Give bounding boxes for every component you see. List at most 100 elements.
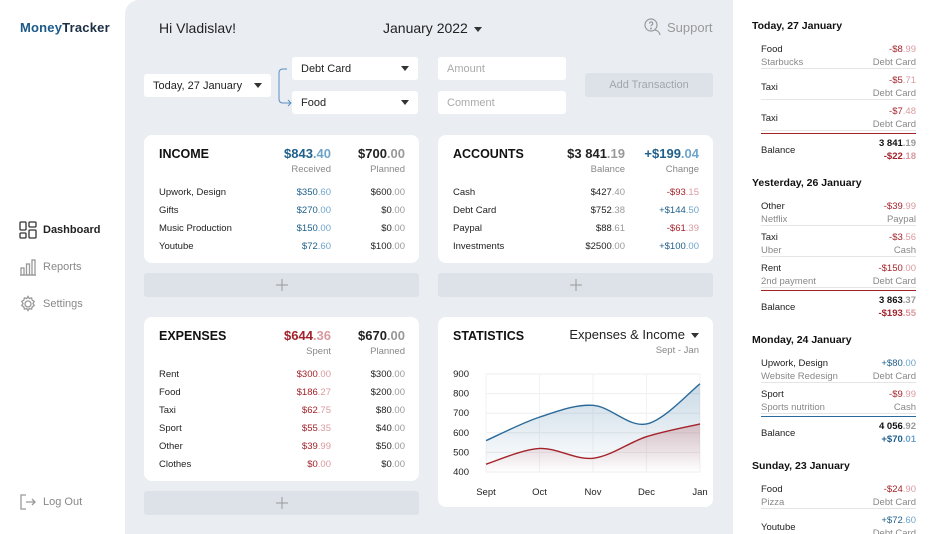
date-select[interactable]: Today, 27 January (144, 74, 271, 97)
accounts-change: +$199.04 Change (644, 146, 699, 175)
statistics-chart: 900 800 700 600 500 400 Sept Oct Nov Dec Jan (453, 369, 708, 498)
transaction-category: Taxi (761, 113, 778, 124)
add-account-button[interactable] (438, 273, 713, 297)
support-link[interactable]: Support (643, 17, 713, 37)
chevron-down-icon (401, 100, 409, 105)
amount-int: +$80 (881, 358, 903, 369)
row-value: $427.40 (545, 187, 625, 198)
x-tick-label: Dec (638, 487, 655, 498)
settings-icon (20, 295, 36, 312)
amount-int: $300 (296, 369, 318, 380)
nav-label: Settings (43, 298, 83, 310)
row-planned: $80.00 (376, 405, 405, 416)
amount-int: $88 (595, 223, 612, 234)
amount-int: $0 (381, 223, 392, 234)
y-tick-label: 600 (453, 428, 469, 439)
transaction-amount: +$72.60 (881, 515, 916, 526)
row-value: $186.27 (251, 387, 331, 398)
transaction-row[interactable]: Food Pizza -$24.90 Debt Card (761, 482, 916, 509)
amount-int: -$3 (889, 232, 903, 243)
amount-int: $62 (301, 405, 318, 416)
day-header: Yesterday, 26 January (752, 177, 862, 189)
row-name: Paypal (453, 223, 483, 234)
amount-dec: .00 (902, 358, 916, 369)
add-expense-button[interactable] (144, 491, 419, 515)
transaction-row[interactable]: Other Netflix -$39.99 Paypal (761, 199, 916, 226)
transaction-account: Debt Card (872, 528, 916, 534)
amount-dec: .00 (317, 223, 331, 234)
x-tick-label: Oct (532, 487, 547, 498)
accounts-title: ACCOUNTS (453, 147, 524, 161)
accounts-balance: $3 841.19 Balance (567, 146, 625, 175)
transaction-row[interactable]: Taxi -$5.71 Debt Card (761, 73, 916, 100)
transaction-row[interactable]: Sport Sports nutrition -$9.99 Cash (761, 387, 916, 414)
transaction-row[interactable]: Upwork, Design Website Redesign +$80.00 Deb… (761, 356, 916, 383)
row-planned: $0.00 (381, 223, 405, 234)
transaction-category: Sport (761, 389, 784, 400)
amount-int: $600 (370, 187, 392, 198)
amount-input[interactable]: Amount (438, 57, 566, 80)
row-value: $62.75 (251, 405, 331, 416)
amount-int: $300 (370, 369, 392, 380)
plus-icon (275, 279, 288, 291)
transaction-category: Food (761, 44, 783, 55)
amount-int: 4 056 (879, 421, 903, 432)
amount-int: $350 (296, 187, 318, 198)
amount-int: $40 (375, 423, 392, 434)
table-row: Gifts $270.00 $0.00 (159, 205, 405, 217)
amount-int: -$8 (889, 44, 903, 55)
row-value: $88.61 (545, 223, 625, 234)
row-name: Food (159, 387, 181, 398)
month-selector[interactable]: January 2022 (383, 20, 482, 36)
amount-dec: .00 (902, 263, 916, 274)
row-name: Sport (159, 423, 182, 434)
row-value: $270.00 (251, 205, 331, 216)
row-value: $150.00 (251, 223, 331, 234)
dashboard-icon (19, 221, 37, 239)
x-tick-label: Sept (476, 487, 496, 498)
amount-dec: .75 (317, 405, 331, 416)
transaction-row[interactable]: Taxi Uber -$3.56 Cash (761, 230, 916, 257)
x-tick-label: Nov (585, 487, 602, 498)
comment-input[interactable]: Comment (438, 91, 566, 114)
nav-reports[interactable]: Reports (19, 258, 82, 276)
transaction-category: Youtube (761, 522, 796, 533)
table-row: Debt Card $752.38 +$144.50 (453, 205, 699, 217)
amount-dec: .35 (317, 423, 331, 434)
nav-label: Reports (43, 261, 82, 273)
transaction-account: Debt Card (872, 88, 916, 99)
support-icon (644, 18, 661, 36)
account-select[interactable]: Debt Card (292, 57, 418, 80)
category-select[interactable]: Food (292, 91, 418, 114)
nav-logout[interactable]: Log Out (19, 493, 82, 511)
transaction-row[interactable]: Rent 2nd payment -$150.00 Debt Card (761, 261, 916, 288)
amount-int: 3 841 (879, 138, 903, 149)
expenses-planned: $670.00 Planned (358, 328, 405, 357)
greeting: Hi Vladislav! (159, 20, 237, 36)
income-title: INCOME (159, 147, 209, 161)
add-transaction-button[interactable]: Add Transaction (585, 73, 713, 97)
amount-dec: .50 (685, 205, 699, 216)
amount-int: -$61 (666, 223, 686, 234)
balance-change: -$193.55 (878, 308, 916, 319)
add-income-button[interactable] (144, 273, 419, 297)
amount-dec: .39 (685, 223, 699, 234)
transaction-row[interactable]: Food Starbucks -$8.99 Debt Card (761, 42, 916, 69)
table-row: Other $39.99 $50.00 (159, 441, 405, 453)
nav-settings[interactable]: Settings (19, 295, 83, 313)
plus-icon (275, 497, 288, 509)
amount-dec: .61 (611, 223, 625, 234)
transaction-row[interactable]: Taxi -$7.48 Debt Card (761, 104, 916, 131)
amount-dec: .00 (391, 441, 405, 452)
y-tick-label: 900 (453, 369, 469, 380)
row-name: Music Production (159, 223, 232, 234)
transaction-row[interactable]: Youtube +$72.60 Debt Card (761, 513, 916, 534)
connector-icon (278, 68, 292, 107)
amount-int: -$5 (889, 75, 903, 86)
amount-dec: .00 (317, 369, 331, 380)
statistics-mode-select[interactable]: Expenses & Income (569, 327, 699, 342)
row-planned: -$61.39 (667, 223, 699, 234)
transaction-category: Upwork, Design (761, 358, 829, 369)
amount-int: $72 (301, 241, 318, 252)
nav-dashboard[interactable]: Dashboard (19, 221, 100, 239)
